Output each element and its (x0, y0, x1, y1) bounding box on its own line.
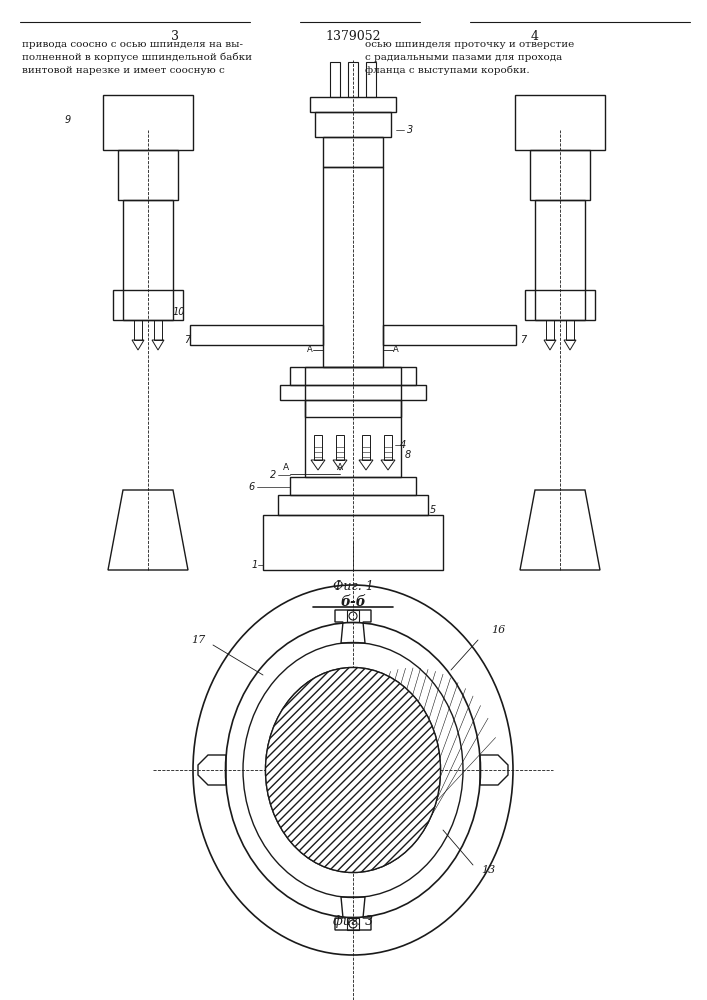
Text: 4: 4 (531, 30, 539, 43)
Bar (348, 62, 358, 97)
Text: 3: 3 (171, 30, 179, 43)
Text: осью шпинделя проточку и отверстие
с радиальными пазами для прохода
фланца с выс: осью шпинделя проточку и отверстие с рад… (365, 40, 574, 75)
Bar (280, 385, 426, 400)
Bar (323, 137, 383, 167)
Text: 16: 16 (491, 625, 505, 635)
Bar (290, 367, 416, 385)
Text: А: А (337, 464, 343, 473)
Bar (310, 97, 396, 112)
Text: 2: 2 (270, 470, 276, 480)
Bar (263, 515, 443, 570)
Text: 10: 10 (173, 307, 185, 317)
Bar (515, 95, 605, 150)
Bar (118, 150, 178, 200)
Text: 1379052: 1379052 (325, 30, 381, 43)
Text: 3: 3 (407, 125, 414, 135)
Bar (330, 62, 340, 97)
Bar (123, 200, 173, 320)
Bar (113, 290, 183, 320)
Text: А: А (283, 464, 289, 473)
Bar (383, 325, 516, 345)
Bar (366, 62, 376, 97)
Text: 4: 4 (400, 440, 407, 450)
Bar (305, 367, 401, 477)
Bar (323, 167, 383, 367)
Bar (362, 435, 370, 460)
Bar (190, 325, 323, 345)
Bar (103, 95, 193, 150)
Text: 7: 7 (520, 335, 526, 345)
Text: 17: 17 (191, 635, 205, 645)
Bar (154, 320, 162, 340)
Text: 1: 1 (252, 560, 258, 570)
Text: А: А (307, 346, 313, 355)
Bar (525, 290, 595, 320)
Bar (546, 320, 554, 340)
Text: А: А (393, 346, 399, 355)
Bar (347, 610, 359, 622)
Bar (305, 400, 401, 417)
Bar (336, 435, 344, 460)
Bar (384, 435, 392, 460)
Ellipse shape (266, 668, 440, 872)
Text: 9: 9 (65, 115, 71, 125)
Bar (566, 320, 574, 340)
Text: фиг. 3: фиг. 3 (333, 916, 373, 928)
Bar (314, 435, 322, 460)
Text: 6: 6 (249, 482, 255, 492)
Bar (278, 495, 428, 515)
Bar (535, 200, 585, 320)
Bar (347, 918, 359, 930)
Text: 13: 13 (481, 865, 495, 875)
Bar (315, 112, 391, 137)
Text: привода соосно с осью шпинделя на вы-
полненной в корпусе шпиндельной бабки
винт: привода соосно с осью шпинделя на вы- по… (22, 40, 252, 75)
Bar (290, 477, 416, 495)
Text: 8: 8 (405, 450, 411, 460)
Bar (530, 150, 590, 200)
Text: 7: 7 (184, 335, 190, 345)
Text: б-б: б-б (340, 595, 366, 609)
Ellipse shape (266, 668, 440, 872)
Bar (134, 320, 142, 340)
Text: Фиг. 1: Фиг. 1 (332, 580, 373, 593)
Text: 5: 5 (430, 505, 436, 515)
